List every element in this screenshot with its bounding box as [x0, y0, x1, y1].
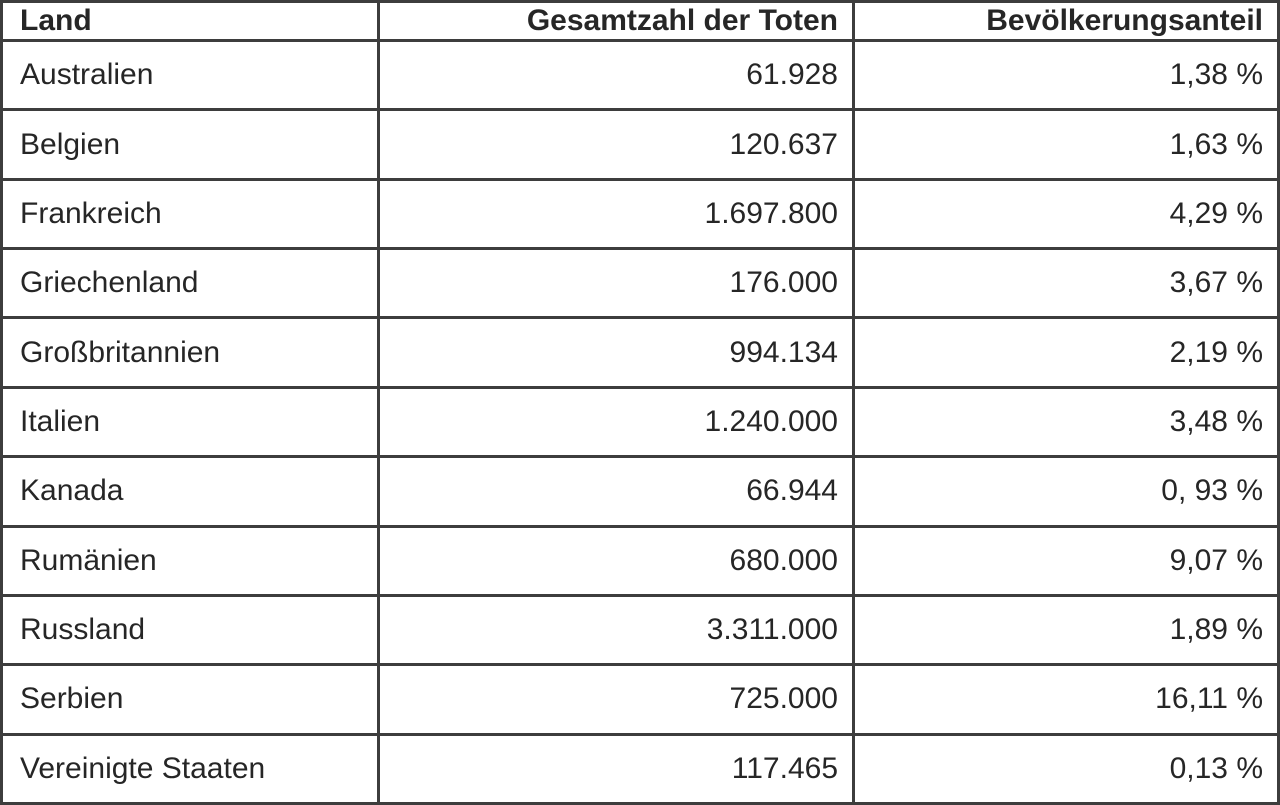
header-row: Land Gesamtzahl der Toten Bevölkerungsan…	[3, 3, 1277, 39]
cell-total-deaths: 680.000	[380, 527, 852, 594]
cell-population-share: 1,63 %	[855, 111, 1277, 178]
table-row: Serbien 725.000 16,11 %	[3, 666, 1277, 733]
table-body: Australien 61.928 1,38 % Belgien 120.637 1,63…	[3, 42, 1277, 802]
cell-population-share: 16,11 %	[855, 666, 1277, 733]
cell-population-share: 3,67 %	[855, 250, 1277, 317]
cell-total-deaths: 117.465	[380, 735, 852, 802]
cell-land: Rumänien	[3, 527, 377, 594]
cell-land: Griechenland	[3, 250, 377, 317]
column-header-population-share: Bevölkerungsanteil	[855, 3, 1277, 39]
cell-land: Belgien	[3, 111, 377, 178]
table-row: Rumänien 680.000 9,07 %	[3, 527, 1277, 594]
cell-total-deaths: 725.000	[380, 666, 852, 733]
cell-total-deaths: 176.000	[380, 250, 852, 317]
cell-land: Kanada	[3, 458, 377, 525]
cell-population-share: 9,07 %	[855, 527, 1277, 594]
cell-total-deaths: 120.637	[380, 111, 852, 178]
column-header-land: Land	[3, 3, 377, 39]
cell-total-deaths: 1.697.800	[380, 180, 852, 248]
table-header: Land Gesamtzahl der Toten Bevölkerungsan…	[3, 3, 1277, 39]
table-row: Griechenland 176.000 3,67 %	[3, 250, 1277, 317]
table-row: Italien 1.240.000 3,48 %	[3, 388, 1277, 456]
cell-population-share: 1,89 %	[855, 596, 1277, 664]
cell-total-deaths: 66.944	[380, 458, 852, 525]
cell-population-share: 2,19 %	[855, 319, 1277, 386]
cell-total-deaths: 3.311.000	[380, 596, 852, 664]
table-row: Vereinigte Staaten 117.465 0,13 %	[3, 735, 1277, 802]
table-row: Australien 61.928 1,38 %	[3, 42, 1277, 109]
cell-land: Vereinigte Staaten	[3, 735, 377, 802]
cell-land: Großbritannien	[3, 319, 377, 386]
cell-population-share: 4,29 %	[855, 180, 1277, 248]
table-row: Belgien 120.637 1,63 %	[3, 111, 1277, 178]
table-row: Großbritannien 994.134 2,19 %	[3, 319, 1277, 386]
table-row: Frankreich 1.697.800 4,29 %	[3, 180, 1277, 248]
cell-land: Serbien	[3, 666, 377, 733]
cell-land: Australien	[3, 42, 377, 109]
cell-population-share: 0, 93 %	[855, 458, 1277, 525]
table-row: Kanada 66.944 0, 93 %	[3, 458, 1277, 525]
cell-population-share: 1,38 %	[855, 42, 1277, 109]
cell-total-deaths: 994.134	[380, 319, 852, 386]
cell-land: Italien	[3, 388, 377, 456]
table-row: Russland 3.311.000 1,89 %	[3, 596, 1277, 664]
cell-total-deaths: 1.240.000	[380, 388, 852, 456]
cell-population-share: 3,48 %	[855, 388, 1277, 456]
cell-population-share: 0,13 %	[855, 735, 1277, 802]
cell-land: Frankreich	[3, 180, 377, 248]
column-header-total-deaths: Gesamtzahl der Toten	[380, 3, 852, 39]
cell-total-deaths: 61.928	[380, 42, 852, 109]
cell-land: Russland	[3, 596, 377, 664]
